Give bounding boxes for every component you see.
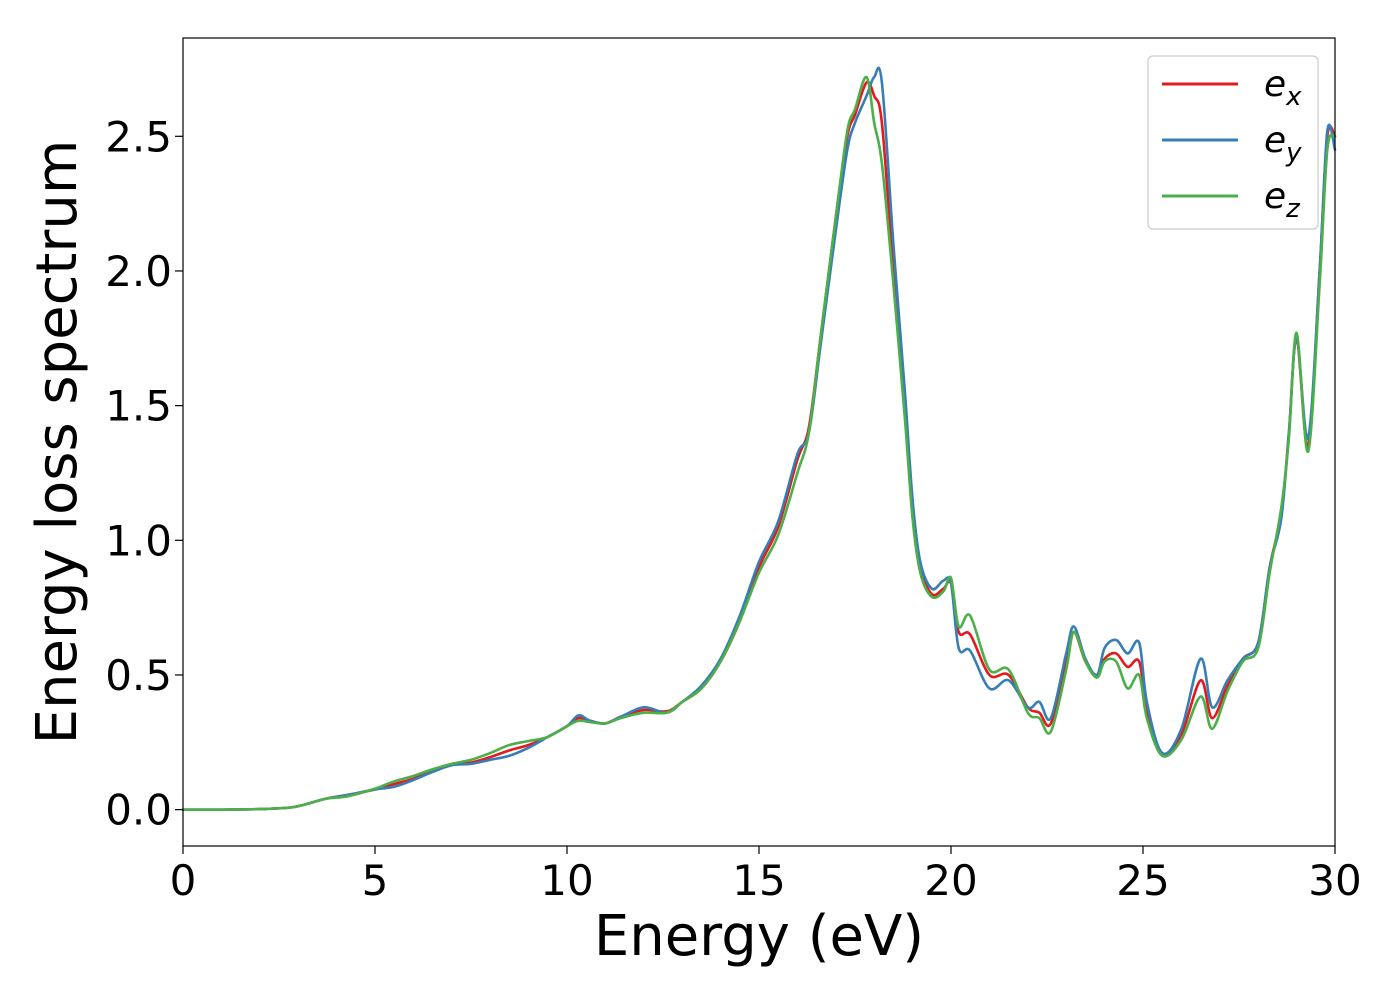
y-axis-label: Energy loss spectrum [25,140,90,745]
x-tick-label: 20 [924,856,977,905]
legend-label-ey: ey [1264,120,1302,168]
plot-area [183,38,1335,846]
legend-label-subscript: z [1285,194,1301,224]
y-tick-label: 2.5 [105,112,172,161]
legend-label-ex: ex [1264,64,1302,112]
x-tick-label: 10 [540,856,593,905]
x-tick-label: 0 [170,856,197,905]
series-line-ey [181,66,1337,811]
x-axis-ticks: 0 5 10 15 20 25 30 [170,846,1362,905]
y-tick-label: 1.5 [105,382,172,431]
y-tick-label: 0.5 [105,651,172,700]
x-tick-label: 15 [732,856,785,905]
y-tick-label: 2.0 [105,247,172,296]
x-axis-label: Energy (eV) [594,904,924,969]
series-line-ex [181,80,1337,811]
y-axis-ticks: 0.0 0.5 1.0 1.5 2.0 2.5 [105,112,183,835]
x-tick-label: 30 [1308,856,1361,905]
y-tick-label: 0.0 [105,786,172,835]
legend-label-base: e [1264,120,1286,161]
series-line-ez [181,75,1337,811]
y-tick-label: 1.0 [105,516,172,565]
series-layer [181,66,1337,811]
legend-label-base: e [1264,176,1286,217]
legend-box [1147,55,1319,230]
x-tick-label: 25 [1116,856,1169,905]
x-tick-label: 5 [362,856,389,905]
legend-label-subscript: y [1285,138,1302,168]
legend-label-base: e [1264,64,1286,105]
legend-label-ez: ez [1264,176,1301,224]
legend-label-subscript: x [1285,82,1302,112]
